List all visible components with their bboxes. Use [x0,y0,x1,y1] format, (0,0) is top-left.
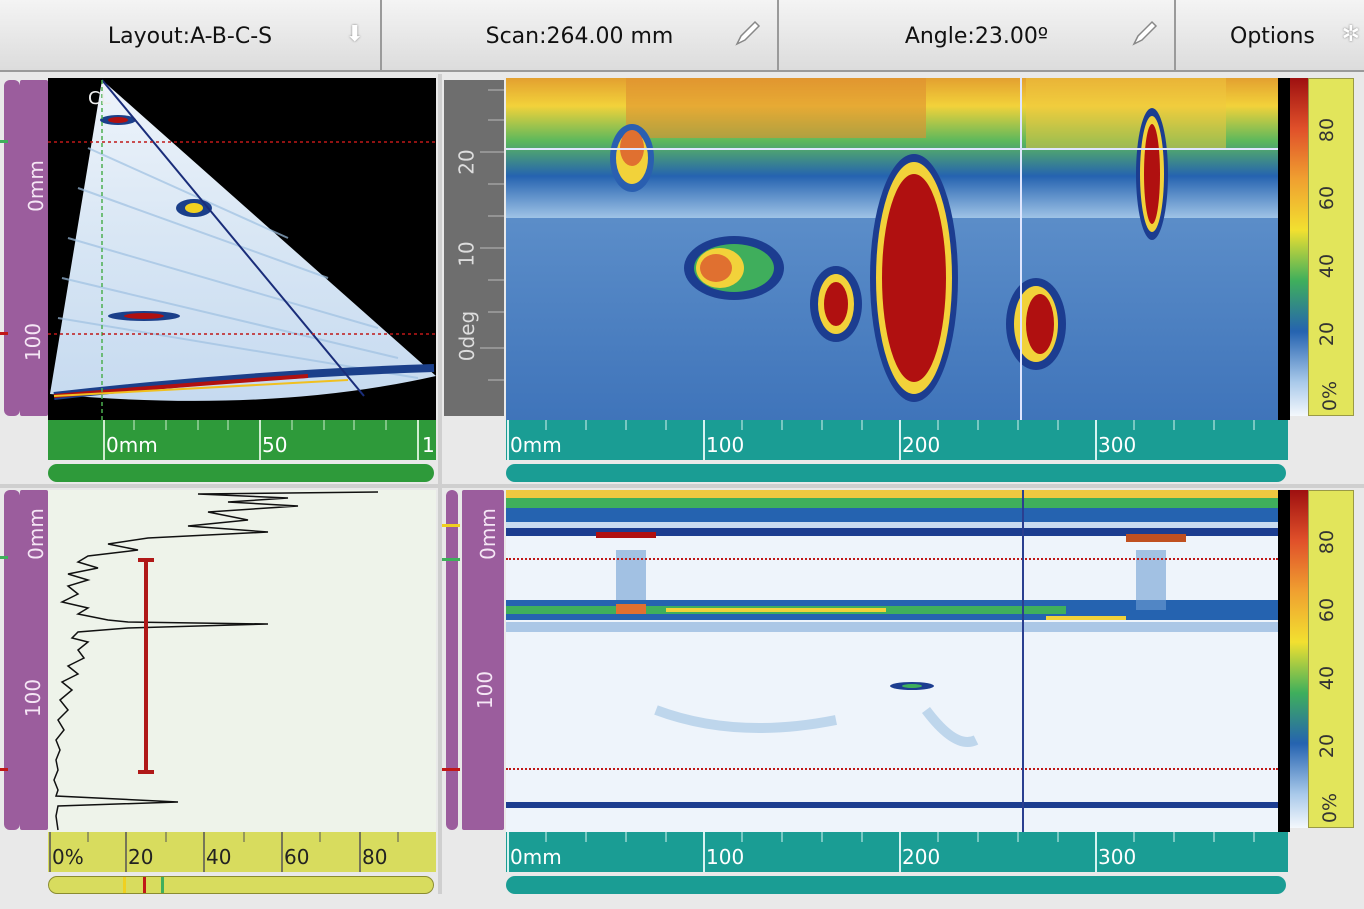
sscan-scrollbar[interactable] [48,464,434,482]
tools-icon: ✲ [1341,22,1360,47]
gate-marker[interactable] [0,556,8,559]
angle-tick-label: 0deg [455,310,480,362]
ruler-tick-label: 1 [422,433,435,457]
ruler-tick-label: 300 [1098,433,1137,457]
ascan-gate-bar[interactable] [4,490,20,830]
gate-b-line[interactable] [506,768,1278,770]
ruler-tick-label: 200 [902,433,941,457]
gate-marker[interactable] [0,332,8,335]
amplitude-tick-label: 60 [1316,597,1339,623]
depth-tick-label: 0mm [23,160,48,212]
amplitude-tick-label: 60 [1316,185,1339,211]
ruler-tick-label: 0% [52,845,84,869]
sscan-depth-ruler: 0mm 100 [20,80,48,416]
ruler-tick-label: 100 [706,433,745,457]
ascan-view[interactable] [48,490,436,832]
cscan-edge [1278,490,1290,832]
depth-tick-label: 0mm [23,508,48,560]
amplitude-tick-label: 80 [1316,529,1339,555]
bscan-color-palette [1290,78,1308,416]
arrow-down-icon: ⬇ [345,22,364,47]
sscan-view[interactable]: CL [48,78,436,420]
depth-tick-label: 100 [21,678,46,718]
ruler-tick-label: 60 [284,845,310,869]
angle-button[interactable]: Angle:23.00º [779,0,1176,72]
gate-a-line[interactable] [506,558,1278,560]
cscan-color-palette [1290,490,1308,828]
options-label: Options [1230,23,1315,49]
ascan-amplitude-ruler: 0% 20 40 60 80 [48,832,436,872]
ruler-tick-label: 0mm [510,845,562,869]
amplitude-tick-label: 80 [1316,117,1339,143]
cscan-amplitude-scale: 80 60 40 20 0% [1308,490,1354,828]
gate-marker[interactable] [442,768,460,771]
angle-ruler: 20 10 0deg [444,80,504,416]
gate-marker[interactable] [161,877,164,893]
ruler-tick-label: 300 [1098,845,1137,869]
ruler-tick-label: 20 [128,845,154,869]
layout-label: Layout:A-B-C-S [107,23,273,49]
ruler-tick-label: 80 [362,845,388,869]
angle-label: Angle:23.00º [904,23,1049,49]
bscan-scrollbar[interactable] [506,464,1286,482]
cscan-gate-bar[interactable] [446,490,458,830]
amplitude-tick-label: 40 [1316,665,1339,691]
ruler-tick-label: 40 [206,845,232,869]
angle-cursor-line[interactable] [506,148,1278,150]
angle-tick-label: 10 [454,241,479,267]
gate-marker[interactable] [143,877,146,893]
toolbar: Layout:A-B-C-S ⬇ Scan:264.00 mm Angle:23… [0,0,1364,72]
cscan-view[interactable] [506,490,1278,832]
amplitude-tick-label: 40 [1316,253,1339,279]
ruler-tick-label: 0mm [106,433,158,457]
options-button[interactable]: Options ✲ [1176,0,1364,72]
cscan-scan-ruler: 0mm 100 200 300 [506,832,1288,872]
amplitude-tick-label: 20 [1316,321,1339,347]
ruler-tick-label: 0mm [510,433,562,457]
amplitude-tick-label: 0% [1319,792,1342,824]
scan-cursor-line[interactable] [1022,490,1024,832]
gate-marker[interactable] [442,524,460,527]
pencil-icon [1132,20,1158,46]
amplitude-tick-label: 20 [1316,733,1339,759]
gate-marker[interactable] [442,558,460,561]
ruler-tick-label: 200 [902,845,941,869]
scan-label: Scan:264.00 mm [485,23,674,49]
bscan-amplitude-scale: 80 60 40 20 0% [1308,78,1354,416]
ascan-scrollbar[interactable] [48,876,434,894]
ruler-tick-label: 100 [706,845,745,869]
bscan-view[interactable] [506,78,1278,420]
cscan-depth-ruler: 0mm 100 [462,490,504,830]
ascan-depth-ruler: 0mm 100 [20,490,48,830]
gate-marker[interactable] [123,877,126,893]
horizontal-divider [0,484,1364,488]
depth-tick-label: 100 [21,322,46,362]
centerline-label: CL [88,88,111,109]
bscan-edge [1278,78,1290,420]
angle-tick-label: 20 [454,149,479,175]
pencil-icon [735,20,761,46]
sscan-index-ruler: 0mm 50 1 [48,420,436,460]
amplitude-tick-label: 0% [1319,380,1342,412]
ruler-tick-label: 50 [262,433,288,457]
depth-tick-label: 0mm [475,508,500,560]
scan-button[interactable]: Scan:264.00 mm [382,0,779,72]
bscan-scan-ruler: 0mm 100 200 300 [506,420,1288,460]
gate-marker[interactable] [0,140,8,143]
depth-tick-label: 100 [473,670,498,710]
cscan-scrollbar[interactable] [506,876,1286,894]
left-depth-gate-bar[interactable] [4,80,20,416]
layout-button[interactable]: Layout:A-B-C-S ⬇ [0,0,382,72]
gate-marker[interactable] [0,768,8,771]
scan-cursor-line[interactable] [1020,78,1022,420]
